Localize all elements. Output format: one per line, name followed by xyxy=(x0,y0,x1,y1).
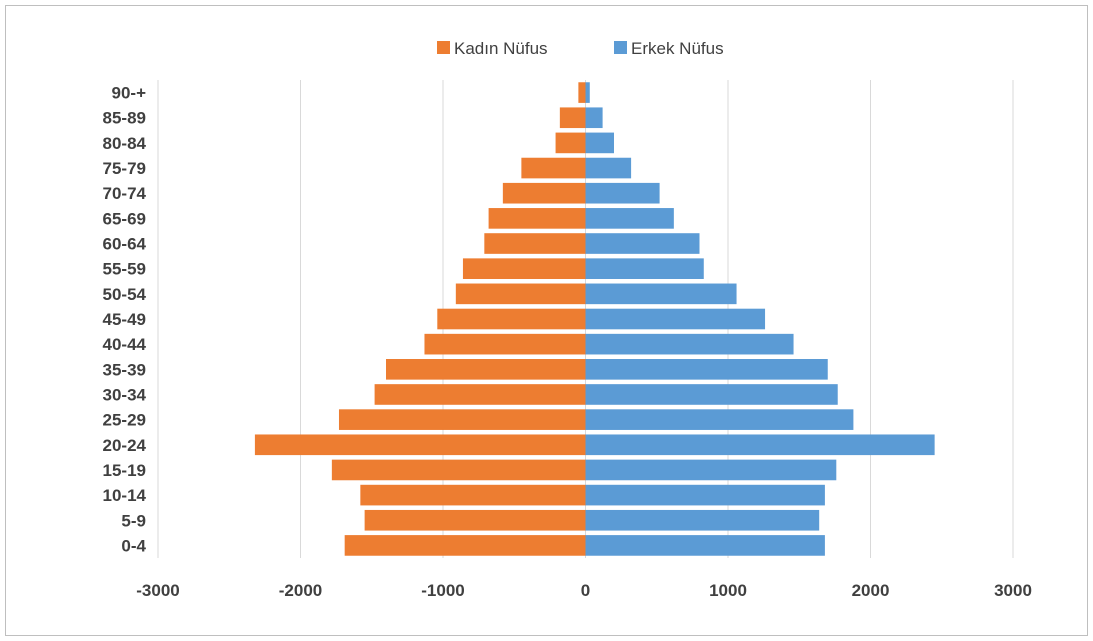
bar-erkek-50-54 xyxy=(585,283,737,305)
bar-kadin-25-29 xyxy=(338,409,586,430)
category-label: 15-19 xyxy=(103,461,146,480)
x-tick-label: -2000 xyxy=(279,581,322,600)
bars xyxy=(254,82,935,556)
bar-erkek-75-79 xyxy=(585,157,632,179)
bar-erkek-20-24 xyxy=(585,434,935,456)
category-labels: 0-4 5-9 10-14 15-19 20-24 25-29 30-34 35-39 40-4… xyxy=(103,84,147,556)
bar-erkek-15-19 xyxy=(585,459,837,481)
bar-erkek-0-4 xyxy=(585,535,825,556)
x-tick-labels: -3000 -2000 -1000 0 1000 2000 3000 xyxy=(136,581,1032,600)
category-label: 80-84 xyxy=(103,134,147,153)
x-tick-label: 0 xyxy=(581,581,590,600)
category-label: 40-44 xyxy=(103,335,147,354)
legend-swatch-erkek xyxy=(614,41,627,54)
category-label: 65-69 xyxy=(103,209,146,228)
bar-erkek-10-14 xyxy=(585,484,825,506)
category-label: 60-64 xyxy=(103,235,147,254)
bar-erkek-40-44 xyxy=(585,333,794,355)
bar-erkek-55-59 xyxy=(585,258,704,279)
bar-erkek-80-84 xyxy=(585,132,614,154)
bar-kadin-30-34 xyxy=(374,384,586,405)
bar-kadin-5-9 xyxy=(364,509,586,531)
bar-erkek-90-+ xyxy=(585,82,590,103)
bar-erkek-25-29 xyxy=(585,409,854,430)
bar-kadin-60-64 xyxy=(484,233,586,254)
category-label: 20-24 xyxy=(103,436,147,455)
category-label: 35-39 xyxy=(103,360,146,379)
bar-kadin-35-39 xyxy=(386,359,586,380)
bar-kadin-55-59 xyxy=(462,258,586,279)
legend-swatch-kadin xyxy=(437,41,450,54)
category-label: 30-34 xyxy=(103,385,147,404)
category-label: 0-4 xyxy=(121,536,146,555)
category-label: 50-54 xyxy=(103,285,147,304)
legend-label-kadin: Kadın Nüfus xyxy=(454,39,548,58)
category-label: 70-74 xyxy=(103,184,147,203)
bar-erkek-30-34 xyxy=(585,384,838,405)
x-tick-label: -3000 xyxy=(136,581,179,600)
category-label: 55-59 xyxy=(103,260,146,279)
bar-kadin-80-84 xyxy=(555,132,586,154)
bar-kadin-70-74 xyxy=(502,182,586,204)
bar-kadin-0-4 xyxy=(344,535,586,556)
legend-label-erkek: Erkek Nüfus xyxy=(631,39,724,58)
category-label: 75-79 xyxy=(103,159,146,178)
bar-kadin-75-79 xyxy=(521,157,586,179)
x-tick-label: 3000 xyxy=(994,581,1032,600)
bar-erkek-35-39 xyxy=(585,359,828,380)
x-tick-label: 2000 xyxy=(852,581,890,600)
bar-kadin-45-49 xyxy=(437,308,586,330)
bar-erkek-70-74 xyxy=(585,182,660,204)
x-tick-label: 1000 xyxy=(709,581,747,600)
category-label: 90-+ xyxy=(112,84,147,103)
bar-kadin-10-14 xyxy=(360,484,586,506)
bar-kadin-85-89 xyxy=(559,107,586,129)
bar-kadin-50-54 xyxy=(455,283,586,305)
x-tick-label: -1000 xyxy=(421,581,464,600)
bar-erkek-45-49 xyxy=(585,308,766,330)
category-label: 85-89 xyxy=(103,109,146,128)
bar-kadin-15-19 xyxy=(331,459,586,481)
bar-kadin-40-44 xyxy=(424,333,586,355)
bar-erkek-65-69 xyxy=(585,208,674,229)
category-label: 5-9 xyxy=(121,511,146,530)
category-label: 10-14 xyxy=(103,486,147,505)
category-label: 25-29 xyxy=(103,411,146,430)
bar-erkek-85-89 xyxy=(585,107,603,129)
bar-kadin-20-24 xyxy=(254,434,586,456)
bar-kadin-65-69 xyxy=(488,208,586,229)
legend: Kadın Nüfus Erkek Nüfus xyxy=(437,39,724,58)
bar-erkek-5-9 xyxy=(585,509,820,531)
category-label: 45-49 xyxy=(103,310,146,329)
bar-erkek-60-64 xyxy=(585,233,700,254)
bar-kadin-90-+ xyxy=(578,82,586,103)
